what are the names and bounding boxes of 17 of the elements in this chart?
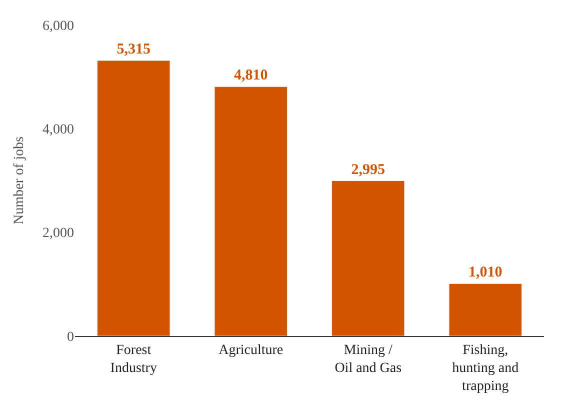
bar	[97, 60, 170, 336]
y-tick-label: 6,000	[42, 18, 74, 34]
data-label: 2,995	[351, 162, 385, 178]
data-label: 4,810	[234, 68, 268, 84]
y-tick-label: 2,000	[42, 226, 74, 242]
data-label: 5,315	[116, 42, 150, 58]
x-tick-label: Fishing, hunting and trapping	[452, 342, 519, 394]
y-tick-label: 4,000	[42, 122, 74, 138]
bar	[332, 180, 405, 336]
data-label: 1,010	[468, 264, 502, 281]
y-tick-label: 0	[67, 330, 74, 345]
bar	[214, 86, 288, 336]
x-tick-label: Agriculture	[218, 342, 284, 358]
x-tick-label: Forest Industry	[110, 342, 157, 376]
y-axis-title: Number of jobs	[12, 136, 28, 224]
bar	[448, 283, 522, 336]
x-tick-label: Mining / Oil and Gas	[334, 342, 402, 376]
